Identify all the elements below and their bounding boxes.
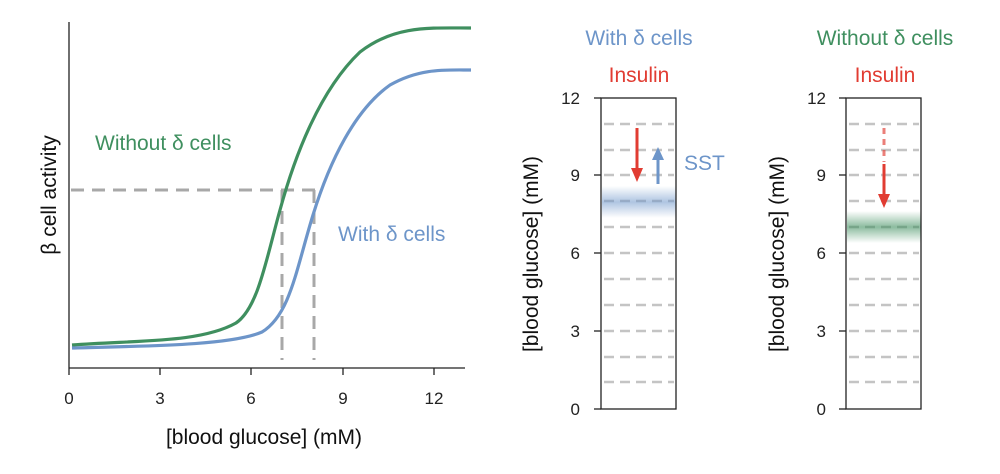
activity-plot: 0 3 6 9 12 [blood glucose] (mM) β cell a… <box>38 22 472 449</box>
y-tick-label: 0 <box>817 400 826 419</box>
y-tick-label: 12 <box>807 89 826 108</box>
y-axis-title: β cell activity <box>38 135 61 255</box>
label-without-delta: Without δ cells <box>95 132 232 155</box>
y-tick-label: 3 <box>571 322 580 341</box>
x-tick-label: 6 <box>246 389 255 408</box>
curve-without-delta <box>71 26 472 347</box>
insulin-down-arrow <box>631 128 643 182</box>
label-with-delta: With δ cells <box>338 223 445 246</box>
panel-with-delta: With δ cells Insulin 0 3 6 <box>520 27 725 419</box>
gridlines <box>849 122 919 384</box>
setpoint-band-without <box>847 211 921 243</box>
x-tick-label: 3 <box>155 389 164 408</box>
y-tick-label: 9 <box>817 166 826 185</box>
panel-with-title: With δ cells <box>585 27 692 50</box>
panel-without-title: Without δ cells <box>817 27 954 50</box>
insulin-down-arrow <box>878 128 890 208</box>
x-tick-label: 9 <box>338 389 347 408</box>
y-tick-label: 3 <box>817 322 826 341</box>
y-tick-label: 6 <box>817 244 826 263</box>
y-tick-label: 6 <box>571 244 580 263</box>
y-tick-label: 0 <box>571 400 580 419</box>
sst-up-arrow <box>652 147 664 184</box>
panel-with-hormone: Insulin <box>609 64 670 87</box>
gridlines <box>604 122 674 384</box>
x-axis-title: [blood glucose] (mM) <box>166 426 362 449</box>
panel-without-delta: Without δ cells Insulin 0 3 6 9 <box>766 27 953 419</box>
panel-without-hormone: Insulin <box>855 64 916 87</box>
x-tick-label: 12 <box>425 389 444 408</box>
y-tick-label: 12 <box>561 89 580 108</box>
curve-with-delta <box>71 68 472 350</box>
sst-label: SST <box>684 152 725 175</box>
panel-without-ylabel: [blood glucose] (mM) <box>766 156 789 352</box>
x-tick-label: 0 <box>64 389 73 408</box>
y-tick-label: 9 <box>571 166 580 185</box>
panel-with-ylabel: [blood glucose] (mM) <box>520 156 543 352</box>
setpoint-band-with <box>602 186 676 218</box>
